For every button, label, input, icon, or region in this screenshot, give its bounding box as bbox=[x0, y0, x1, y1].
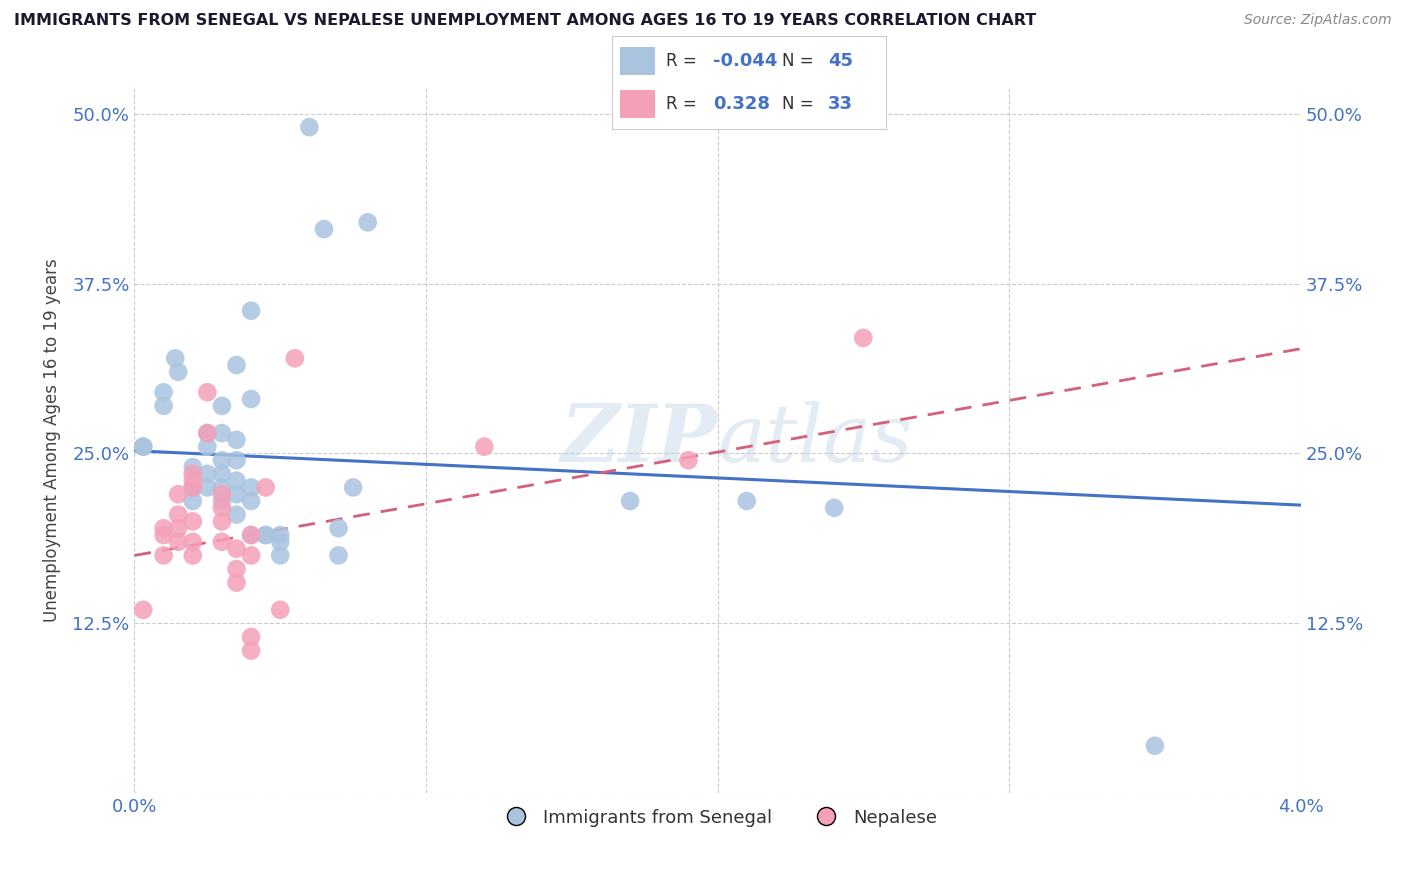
Point bbox=[254, 528, 277, 542]
Point bbox=[181, 480, 204, 494]
Point bbox=[181, 467, 204, 481]
Point bbox=[165, 351, 187, 366]
Text: 33: 33 bbox=[828, 95, 853, 113]
Point bbox=[240, 643, 263, 657]
Point bbox=[240, 494, 263, 508]
Point bbox=[269, 534, 291, 549]
Point bbox=[195, 467, 218, 481]
Point bbox=[211, 487, 233, 501]
Point bbox=[167, 508, 190, 522]
Point bbox=[328, 521, 350, 535]
Point bbox=[678, 453, 700, 467]
Point bbox=[225, 508, 247, 522]
Point bbox=[852, 331, 875, 345]
Point bbox=[225, 453, 247, 467]
Point bbox=[225, 358, 247, 372]
Point bbox=[357, 215, 380, 229]
Point bbox=[240, 630, 263, 644]
Point bbox=[472, 440, 495, 454]
FancyBboxPatch shape bbox=[620, 90, 655, 118]
Text: N =: N = bbox=[782, 52, 818, 70]
Point bbox=[211, 515, 233, 529]
Point bbox=[152, 521, 174, 535]
Point bbox=[240, 303, 263, 318]
Point bbox=[823, 500, 845, 515]
Point bbox=[211, 467, 233, 481]
Point bbox=[269, 603, 291, 617]
Text: IMMIGRANTS FROM SENEGAL VS NEPALESE UNEMPLOYMENT AMONG AGES 16 TO 19 YEARS CORRE: IMMIGRANTS FROM SENEGAL VS NEPALESE UNEM… bbox=[14, 13, 1036, 29]
Point bbox=[312, 222, 335, 236]
Point bbox=[1143, 739, 1166, 753]
Y-axis label: Unemployment Among Ages 16 to 19 years: Unemployment Among Ages 16 to 19 years bbox=[44, 258, 60, 622]
Point bbox=[211, 500, 233, 515]
Point bbox=[167, 534, 190, 549]
Point bbox=[181, 474, 204, 488]
Point bbox=[225, 474, 247, 488]
Point bbox=[342, 480, 364, 494]
Text: -0.044: -0.044 bbox=[713, 52, 778, 70]
Text: atlas: atlas bbox=[717, 401, 912, 479]
Point bbox=[167, 365, 190, 379]
Point bbox=[284, 351, 307, 366]
Point bbox=[181, 460, 204, 475]
Point bbox=[181, 494, 204, 508]
Point bbox=[152, 549, 174, 563]
Point bbox=[211, 453, 233, 467]
Point bbox=[152, 385, 174, 400]
Point bbox=[240, 528, 263, 542]
Text: Source: ZipAtlas.com: Source: ZipAtlas.com bbox=[1244, 13, 1392, 28]
Text: ZIP: ZIP bbox=[561, 401, 717, 479]
Point bbox=[619, 494, 641, 508]
Legend: Immigrants from Senegal, Nepalese: Immigrants from Senegal, Nepalese bbox=[491, 801, 945, 834]
Point bbox=[269, 528, 291, 542]
Point bbox=[132, 440, 155, 454]
Point bbox=[254, 480, 277, 494]
Point bbox=[240, 392, 263, 406]
Point bbox=[735, 494, 758, 508]
Point bbox=[211, 480, 233, 494]
Point bbox=[225, 575, 247, 590]
Point bbox=[211, 534, 233, 549]
Point bbox=[152, 399, 174, 413]
Point bbox=[181, 534, 204, 549]
Point bbox=[211, 494, 233, 508]
Point bbox=[240, 480, 263, 494]
Point bbox=[195, 440, 218, 454]
Point bbox=[225, 433, 247, 447]
Point bbox=[132, 603, 155, 617]
Point bbox=[195, 425, 218, 440]
Point bbox=[328, 549, 350, 563]
Text: R =: R = bbox=[666, 95, 703, 113]
Point bbox=[152, 528, 174, 542]
Text: 45: 45 bbox=[828, 52, 853, 70]
Point bbox=[195, 480, 218, 494]
Point bbox=[298, 120, 321, 135]
Point bbox=[181, 480, 204, 494]
Point bbox=[225, 541, 247, 556]
Point bbox=[225, 562, 247, 576]
Point bbox=[167, 487, 190, 501]
Point bbox=[181, 515, 204, 529]
Point bbox=[225, 487, 247, 501]
Point bbox=[167, 521, 190, 535]
Point bbox=[269, 549, 291, 563]
FancyBboxPatch shape bbox=[620, 47, 655, 75]
Point bbox=[240, 549, 263, 563]
Point bbox=[195, 425, 218, 440]
Point bbox=[195, 385, 218, 400]
Point bbox=[132, 440, 155, 454]
Text: N =: N = bbox=[782, 95, 818, 113]
Text: R =: R = bbox=[666, 52, 703, 70]
Point bbox=[211, 399, 233, 413]
Text: 0.328: 0.328 bbox=[713, 95, 770, 113]
Point bbox=[254, 528, 277, 542]
Point bbox=[240, 528, 263, 542]
Point bbox=[211, 425, 233, 440]
Point bbox=[181, 549, 204, 563]
